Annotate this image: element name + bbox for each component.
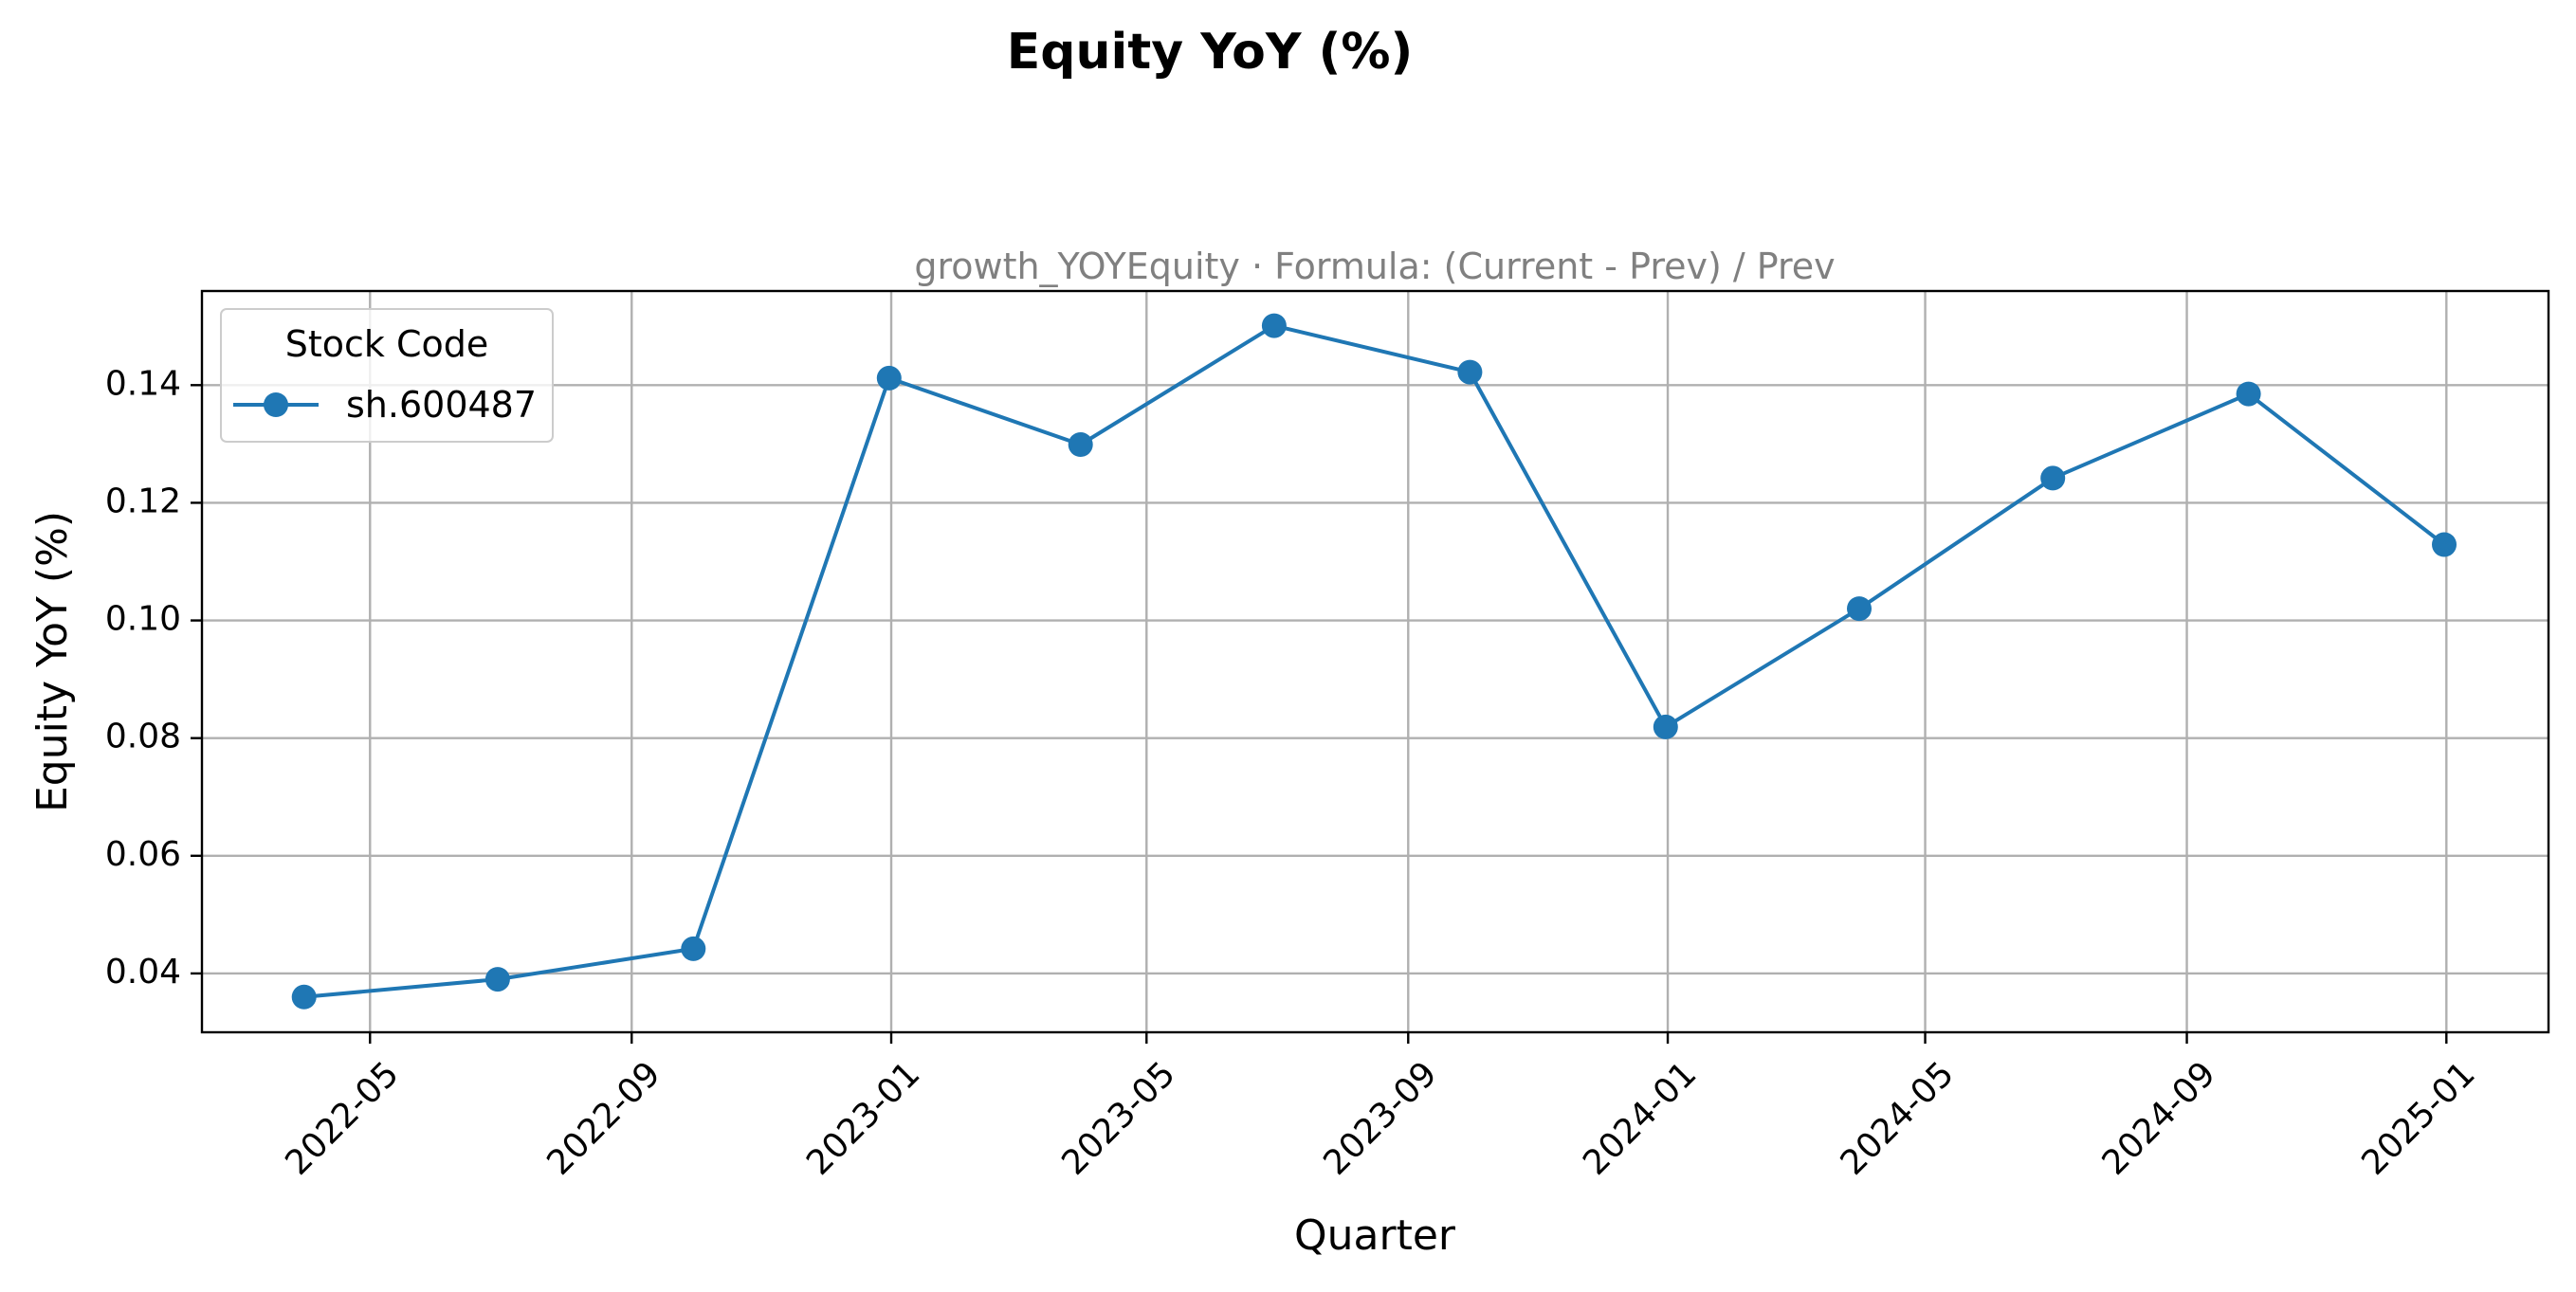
data-point: [2040, 465, 2066, 491]
x-tick-label: 2023-01: [799, 1054, 927, 1182]
x-tick-label: 2024-05: [1834, 1054, 1962, 1182]
x-tick-label: 2024-09: [2095, 1054, 2223, 1182]
x-tick-label: 2022-05: [278, 1054, 406, 1182]
legend-box: [220, 308, 554, 443]
data-point: [1261, 313, 1287, 338]
data-point: [1847, 596, 1872, 622]
chart-subtitle: growth_YOYEquity · Formula: (Current - P…: [914, 246, 1835, 287]
x-tick-label: 2023-05: [1054, 1054, 1182, 1182]
x-tick-label: 2022-09: [539, 1054, 667, 1182]
y-tick-label: 0.10: [105, 600, 181, 639]
y-tick-label: 0.06: [105, 835, 181, 874]
y-axis-label: Equity YoY (%): [28, 511, 77, 812]
tick-layer: 2022-05 2022-09 2023-01 2023-05 2023-09 2024-…: [105, 364, 2483, 1183]
data-point: [484, 967, 510, 992]
data-point: [876, 365, 902, 391]
y-tick-label: 0.04: [105, 953, 181, 992]
series-line: [301, 323, 2446, 999]
chart-title: Equity YoY (%): [1007, 24, 1413, 81]
data-point: [1068, 432, 1093, 457]
x-tick-label: 2025-01: [2354, 1054, 2482, 1182]
data-point: [681, 936, 706, 961]
data-point: [2432, 532, 2457, 557]
legend-series-label: sh.600487: [346, 384, 537, 426]
y-tick-label: 0.14: [105, 364, 181, 403]
y-tick-label: 0.12: [105, 482, 181, 520]
data-point: [1653, 714, 1678, 739]
x-tick-label: 2023-09: [1316, 1054, 1444, 1182]
data-point: [291, 984, 317, 1010]
grid-layer: [202, 291, 2549, 1032]
legend-title: Stock Code: [285, 323, 489, 365]
data-point: [2236, 381, 2261, 407]
x-axis-label: Quarter: [1294, 1211, 1456, 1260]
plot-area-frame: [200, 289, 2550, 1034]
legend: Stock Code sh.600487: [220, 308, 554, 443]
data-point: [1457, 359, 1483, 385]
series-layer: [291, 313, 2457, 1010]
legend-series-marker: [264, 392, 288, 417]
y-tick-label: 0.08: [105, 718, 181, 756]
x-tick-label: 2024-01: [1576, 1054, 1704, 1182]
